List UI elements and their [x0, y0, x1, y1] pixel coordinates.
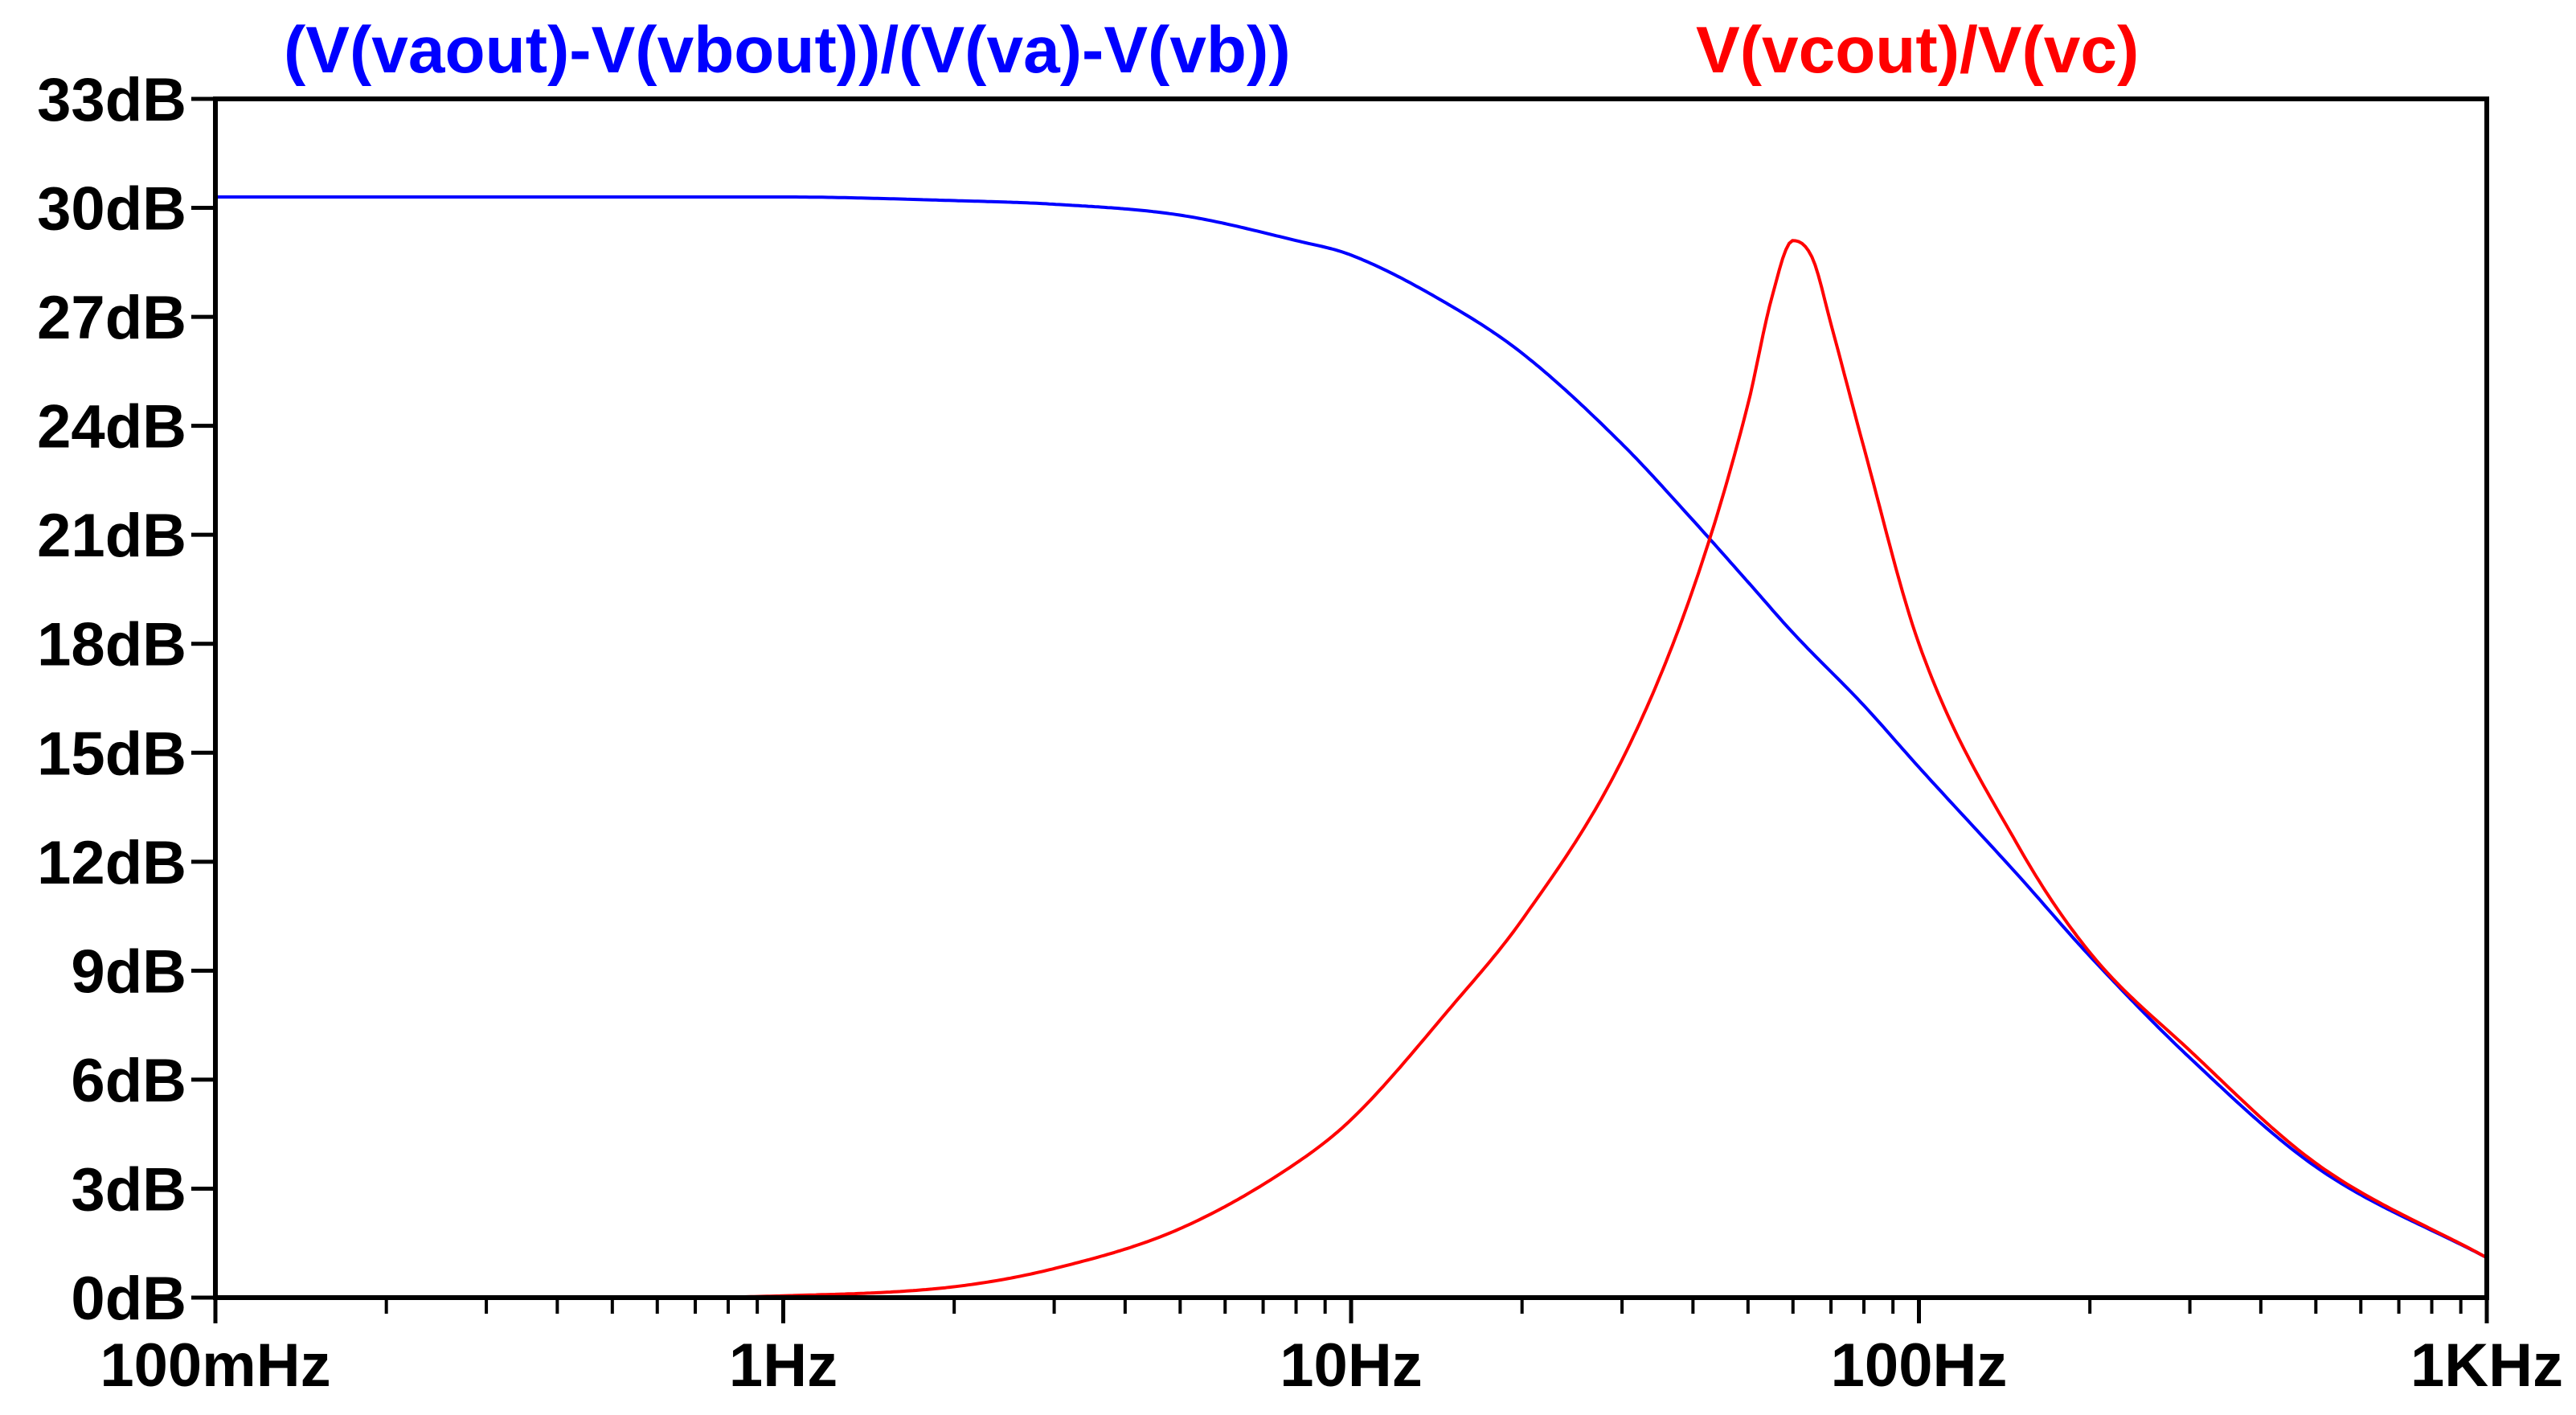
y-tick-label: 24dB	[37, 393, 186, 461]
y-tick-label: 27dB	[37, 284, 186, 352]
y-tick-label: 6dB	[71, 1047, 186, 1115]
y-tick-label: 3dB	[71, 1155, 186, 1224]
y-tick-label: 33dB	[37, 66, 186, 134]
y-tick-label: 21dB	[37, 502, 186, 570]
y-tick-label: 18dB	[37, 611, 186, 679]
x-tick-label: 100mHz	[100, 1331, 330, 1400]
x-tick-label: 1KHz	[2410, 1331, 2563, 1400]
axis-tick-labels: 33dB 30dB 27dB 24dB 21dB 18dB 15dB 12dB 9dB 6dB 3d…	[37, 66, 2563, 1400]
legend-series-1: V(vcout)/V(vc)	[1696, 14, 2139, 87]
y-tick-label: 9dB	[71, 937, 186, 1006]
y-tick-label: 15dB	[37, 720, 186, 788]
x-tick-label: 1Hz	[729, 1331, 838, 1400]
x-tick-label: 100Hz	[1831, 1331, 2008, 1400]
y-tick-label: 0dB	[71, 1265, 186, 1333]
y-tick-label: 30dB	[37, 175, 186, 244]
legend-series-0: (V(vaout)-V(vbout))/(V(va)-V(vb))	[284, 14, 1291, 87]
x-tick-label: 10Hz	[1280, 1331, 1422, 1400]
axis-ticks	[191, 96, 2489, 1323]
y-tick-label: 12dB	[37, 829, 186, 897]
plot-area-frame	[213, 96, 2489, 1300]
